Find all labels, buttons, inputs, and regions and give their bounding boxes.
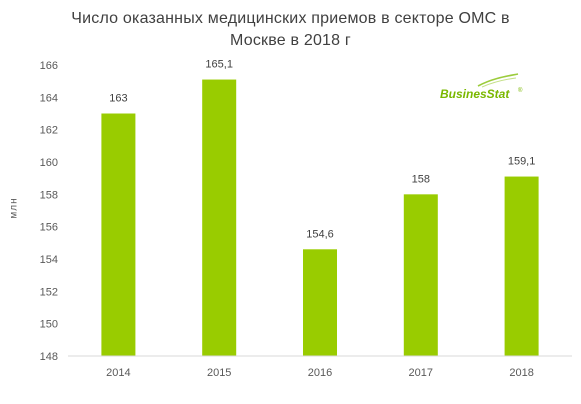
chart-title-line-2: Москве в 2018 г [230,32,351,49]
logo-swoosh [477,73,519,87]
bar-2015 [202,79,237,357]
y-tick-label: 160 [40,157,58,169]
logo-registered-mark: ® [518,87,523,94]
businesstat-logo: BusinesStat ® [440,73,523,101]
bar-2017 [403,194,438,356]
y-tick-label: 150 [40,319,58,331]
y-tick-label: 154 [40,254,58,266]
y-tick-label: 164 [40,92,58,104]
x-tick-label: 2016 [308,367,332,379]
bar-2018 [504,176,539,356]
logo-swoosh-2 [481,77,517,88]
bar-2016 [303,249,337,356]
x-axis-ticks: 2014 2015 2016 2017 2018 [106,367,534,379]
chart-title: Число оказанных медицинских приемов в се… [0,8,581,52]
y-tick-label: 152 [40,286,58,298]
y-tick-label: 158 [40,189,58,201]
y-tick-label: 156 [40,222,58,234]
y-tick-label: 166 [40,60,58,72]
chart-title-line-1: Число оказанных медицинских приемов в се… [71,10,510,27]
data-label-2016: 154,6 [306,228,334,240]
data-labels: 163 165,1 154,6 158 159,1 [109,59,535,241]
data-label-2018: 159,1 [508,156,536,168]
y-axis-ticks: 148 150 152 154 156 158 160 162 164 166 [40,60,58,363]
data-label-2015: 165,1 [205,59,233,71]
y-tick-label: 148 [40,351,58,363]
x-tick-label: 2018 [509,367,533,379]
x-tick-label: 2014 [106,367,130,379]
data-label-2017: 158 [412,173,430,185]
y-tick-label: 162 [40,125,58,137]
bars [101,79,539,357]
x-tick-label: 2015 [207,367,231,379]
bar-2014 [101,113,136,356]
x-tick-label: 2017 [409,367,433,379]
logo-text: BusinesStat [440,87,510,101]
data-label-2014: 163 [109,93,127,105]
